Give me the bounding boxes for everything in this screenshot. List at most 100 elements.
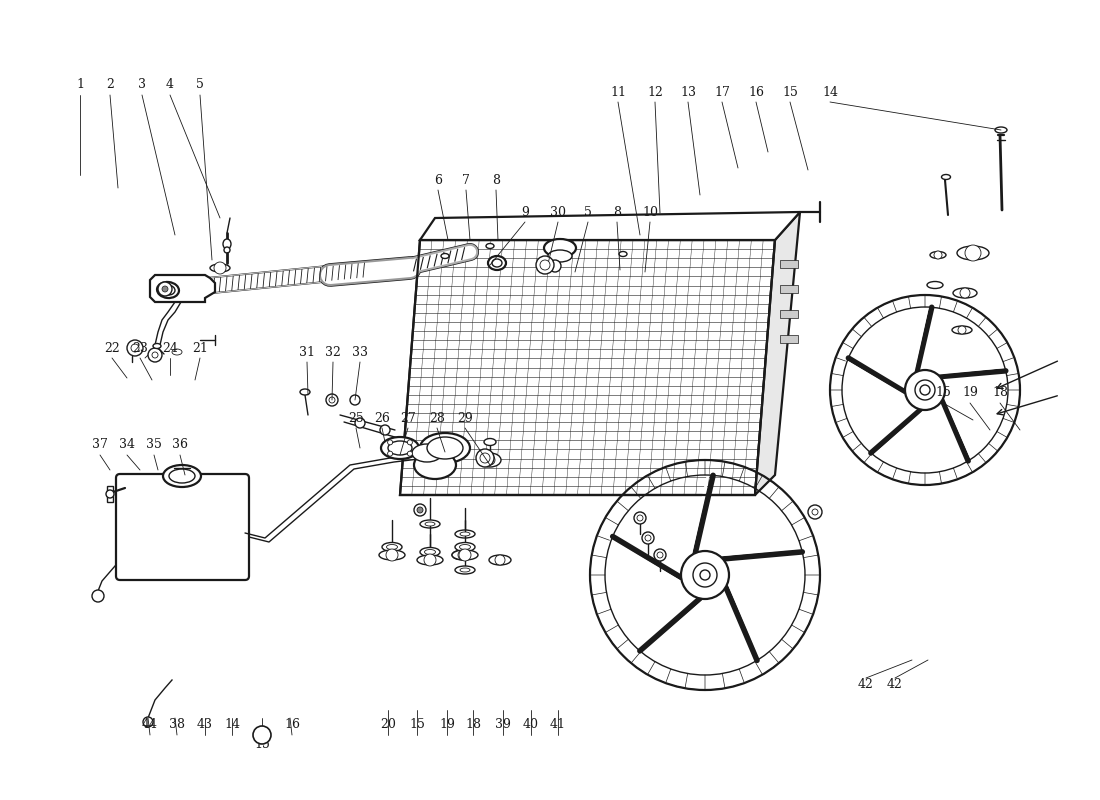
Ellipse shape: [420, 547, 440, 557]
Ellipse shape: [455, 566, 475, 574]
Text: 10: 10: [642, 206, 658, 218]
Text: 25: 25: [348, 411, 364, 425]
Ellipse shape: [478, 453, 500, 467]
Ellipse shape: [414, 451, 456, 479]
Ellipse shape: [942, 174, 950, 179]
Bar: [780, 310, 798, 318]
Ellipse shape: [455, 542, 475, 551]
Ellipse shape: [460, 545, 471, 550]
Text: 16: 16: [284, 718, 300, 731]
Text: 29: 29: [458, 411, 473, 425]
Text: 5: 5: [584, 206, 592, 218]
Ellipse shape: [379, 550, 405, 560]
Text: 22: 22: [104, 342, 120, 354]
Circle shape: [915, 380, 935, 400]
Circle shape: [387, 451, 393, 456]
Circle shape: [965, 245, 981, 261]
Text: 13: 13: [680, 86, 696, 98]
Text: 21: 21: [192, 342, 208, 354]
Ellipse shape: [172, 349, 182, 355]
Circle shape: [536, 256, 554, 274]
Circle shape: [657, 552, 663, 558]
Circle shape: [693, 563, 717, 587]
Ellipse shape: [455, 530, 475, 538]
Polygon shape: [755, 212, 800, 495]
Ellipse shape: [492, 259, 502, 267]
Ellipse shape: [441, 254, 449, 258]
Text: 15: 15: [254, 738, 270, 751]
Ellipse shape: [460, 568, 470, 572]
Text: 30: 30: [550, 206, 566, 218]
Circle shape: [637, 515, 644, 521]
Ellipse shape: [484, 438, 496, 446]
Text: 14: 14: [224, 718, 240, 731]
Text: 1: 1: [76, 78, 84, 91]
Circle shape: [326, 394, 338, 406]
Text: 2: 2: [106, 78, 114, 91]
Ellipse shape: [427, 437, 463, 459]
Ellipse shape: [381, 437, 419, 459]
Circle shape: [459, 549, 471, 561]
Ellipse shape: [488, 256, 506, 270]
Text: 6: 6: [434, 174, 442, 186]
Ellipse shape: [548, 250, 572, 262]
Text: 3: 3: [138, 78, 146, 91]
Text: 24: 24: [162, 342, 178, 354]
Ellipse shape: [223, 239, 231, 249]
Text: 37: 37: [92, 438, 108, 451]
Ellipse shape: [157, 282, 179, 298]
Text: 18: 18: [992, 386, 1008, 399]
Circle shape: [386, 549, 398, 561]
Circle shape: [920, 385, 929, 395]
FancyBboxPatch shape: [116, 474, 249, 580]
Circle shape: [549, 260, 561, 272]
Ellipse shape: [382, 542, 402, 551]
Text: 42: 42: [858, 678, 873, 691]
Text: 15: 15: [935, 386, 950, 399]
Ellipse shape: [425, 550, 436, 554]
Text: 23: 23: [132, 342, 147, 354]
Circle shape: [642, 532, 654, 544]
Text: 12: 12: [647, 86, 663, 98]
Ellipse shape: [452, 550, 474, 560]
Text: 40: 40: [522, 718, 539, 731]
Text: 11: 11: [610, 86, 626, 98]
Circle shape: [379, 425, 390, 435]
Text: 38: 38: [169, 718, 185, 731]
Polygon shape: [420, 212, 800, 240]
Ellipse shape: [386, 545, 397, 550]
Circle shape: [131, 344, 139, 352]
Text: 15: 15: [409, 718, 425, 731]
Text: 26: 26: [374, 411, 389, 425]
Circle shape: [480, 453, 490, 463]
Ellipse shape: [930, 251, 946, 258]
Polygon shape: [150, 275, 214, 302]
Text: 5: 5: [196, 78, 204, 91]
Text: 19: 19: [962, 386, 978, 399]
Bar: [780, 335, 798, 343]
Text: 15: 15: [782, 86, 797, 98]
Circle shape: [654, 549, 666, 561]
Text: 28: 28: [429, 411, 444, 425]
Text: 9: 9: [521, 206, 529, 218]
Circle shape: [407, 440, 412, 445]
Text: 27: 27: [400, 411, 416, 425]
Text: 32: 32: [326, 346, 341, 358]
Text: 16: 16: [748, 86, 764, 98]
Ellipse shape: [412, 444, 442, 462]
Text: 36: 36: [172, 438, 188, 451]
Ellipse shape: [420, 433, 470, 463]
Text: 41: 41: [550, 718, 566, 731]
Circle shape: [960, 288, 970, 298]
Ellipse shape: [420, 520, 440, 528]
Text: 8: 8: [492, 174, 500, 186]
Circle shape: [681, 551, 729, 599]
Circle shape: [350, 395, 360, 405]
Circle shape: [417, 507, 424, 513]
Text: 17: 17: [714, 86, 730, 98]
Bar: [780, 260, 798, 268]
Bar: [780, 285, 798, 293]
Ellipse shape: [927, 282, 943, 289]
Circle shape: [634, 512, 646, 524]
Ellipse shape: [460, 532, 470, 536]
